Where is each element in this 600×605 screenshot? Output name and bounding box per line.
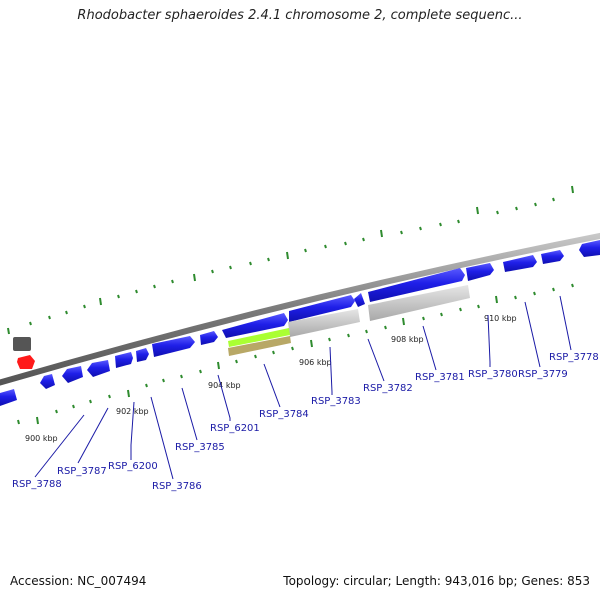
gene-arrow[interactable] (62, 366, 83, 383)
gene-arrow[interactable] (87, 360, 110, 377)
gene-arrow[interactable] (289, 295, 355, 322)
ruler-label: 902 kbp (116, 407, 149, 416)
ruler-label: 908 kbp (391, 335, 424, 344)
gene-arrow[interactable] (136, 348, 149, 362)
chromosome-axis (0, 232, 600, 386)
ruler-label: 910 kbp (484, 314, 517, 323)
gray-feature-bar[interactable] (288, 309, 360, 337)
gene-arrow[interactable] (40, 374, 55, 389)
page-title: Rhodobacter sphaeroides 2.4.1 chromosome… (77, 8, 523, 23)
gene-label[interactable]: RSP_3779 (518, 369, 568, 380)
side-markers (13, 337, 35, 369)
gene-labels: RSP_3788 RSP_3787 RSP_6200 RSP_3786 RSP_… (12, 352, 599, 492)
gene-arrow[interactable] (541, 250, 564, 264)
gene-arrow[interactable] (0, 389, 17, 406)
gene-arrow[interactable] (368, 268, 465, 302)
highlight-feature-yellow[interactable] (228, 328, 290, 347)
upper-tick-row (7, 185, 574, 335)
gray-feature-bar[interactable] (368, 285, 470, 321)
gene-arrow[interactable] (115, 352, 133, 368)
gene-arrow[interactable] (466, 263, 494, 281)
gene-label[interactable]: RSP_3778 (549, 352, 599, 363)
gene-arrow[interactable] (200, 331, 218, 345)
gene-label[interactable]: RSP_3782 (363, 383, 413, 394)
accession-text: Accession: NC_007494 (10, 574, 147, 588)
upper-strand-genes (115, 240, 600, 368)
gene-arrow[interactable] (152, 336, 195, 357)
lower-tick-row (17, 283, 574, 425)
gray-marker[interactable] (13, 337, 31, 351)
ruler-label: 900 kbp (25, 434, 58, 443)
gene-label[interactable]: RSP_3781 (415, 372, 465, 383)
ruler-label: 906 kbp (299, 358, 332, 367)
gene-label[interactable]: RSP_3785 (175, 442, 225, 453)
ruler-label: 904 kbp (208, 381, 241, 390)
gene-label[interactable]: RSP_3780 (468, 369, 518, 380)
feature-bars (228, 285, 470, 356)
gene-label[interactable]: RSP_3788 (12, 479, 62, 490)
genome-summary-text: Topology: circular; Length: 943,016 bp; … (283, 574, 590, 588)
gene-label[interactable]: RSP_6201 (210, 423, 260, 434)
gene-label[interactable]: RSP_3784 (259, 409, 309, 420)
gene-arrow[interactable] (503, 255, 537, 272)
highlight-feature-olive[interactable] (228, 336, 291, 356)
lower-strand-genes (0, 360, 110, 406)
gene-label[interactable]: RSP_3787 (57, 466, 107, 477)
gene-arrow[interactable] (354, 293, 365, 307)
gene-label[interactable]: RSP_6200 (108, 461, 158, 472)
gene-arrow[interactable] (222, 313, 288, 338)
red-marker[interactable] (17, 355, 35, 369)
ruler-labels: 900 kbp 902 kbp 904 kbp 906 kbp 908 kbp … (25, 314, 517, 443)
gene-label-leaders (34, 295, 572, 480)
gene-label[interactable]: RSP_3783 (311, 396, 361, 407)
gene-label[interactable]: RSP_3786 (152, 481, 202, 492)
gene-arrow[interactable] (579, 240, 600, 257)
